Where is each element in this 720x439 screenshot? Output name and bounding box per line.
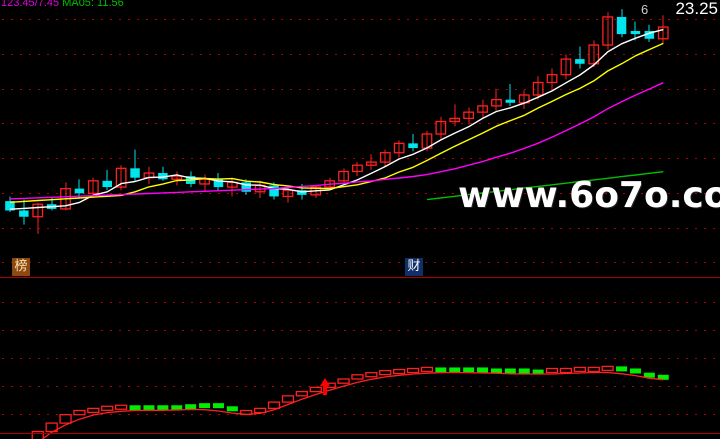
- panel-divider-bottom: [0, 433, 720, 434]
- last-price-label: 23.25: [675, 0, 718, 18]
- price-chart-panel[interactable]: [0, 0, 720, 270]
- indicator-chart-panel[interactable]: [0, 282, 720, 439]
- badge-cai[interactable]: 财: [405, 258, 423, 276]
- header-quote-magenta: 123.45/7.45: [1, 0, 60, 9]
- panel-divider-middle: [0, 277, 720, 278]
- price-chart-canvas[interactable]: [0, 0, 720, 270]
- header-quote-green: MA05: 11.56: [62, 0, 124, 9]
- contract-label: 6: [641, 2, 649, 17]
- badge-bang[interactable]: 榜: [12, 258, 30, 276]
- header-quote-line: 123.45/7.45 MA05: 11.56: [1, 0, 124, 9]
- indicator-chart-canvas[interactable]: [0, 282, 720, 439]
- site-watermark: www.6o7o.com: [458, 175, 720, 216]
